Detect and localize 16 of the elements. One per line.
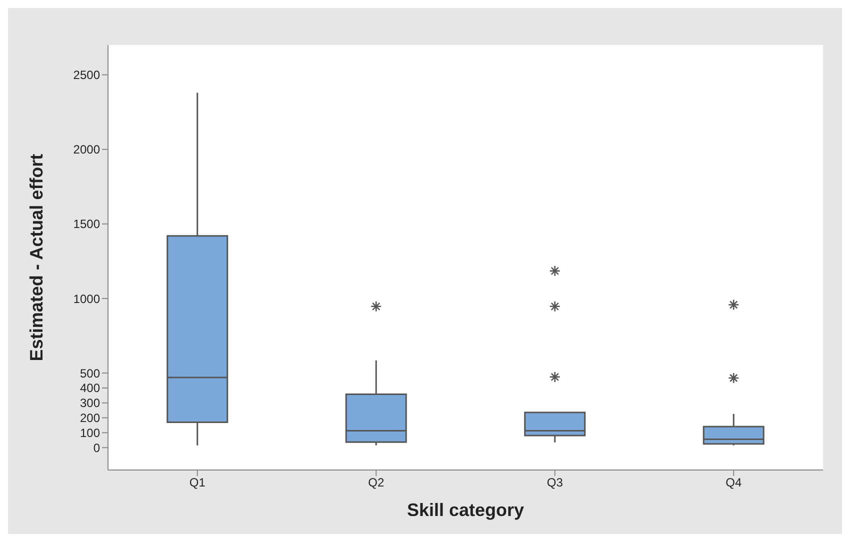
y-tick-label: 1500 <box>73 217 100 232</box>
x-tick-label: Q3 <box>546 476 564 490</box>
y-tick-label: 200 <box>80 411 100 426</box>
y-tick-label: 300 <box>80 396 100 410</box>
y-axis-title: Estimated - Actual effort <box>26 154 46 362</box>
x-tick-label: Q2 <box>368 476 384 490</box>
y-tick-label: 2500 <box>73 68 100 82</box>
y-tick-label: 1000 <box>73 292 100 306</box>
x-tick-label: Q1 <box>189 476 206 490</box>
x-axis-title: Skill category <box>406 500 524 520</box>
y-tick-label: 500 <box>80 366 100 380</box>
y-tick-label: 100 <box>80 426 100 440</box>
y-tick-label: 2000 <box>73 142 100 157</box>
y-tick-label: 400 <box>80 381 100 396</box>
x-tick-label: Q4 <box>726 476 742 490</box>
y-tick-label: 0 <box>93 440 100 455</box>
